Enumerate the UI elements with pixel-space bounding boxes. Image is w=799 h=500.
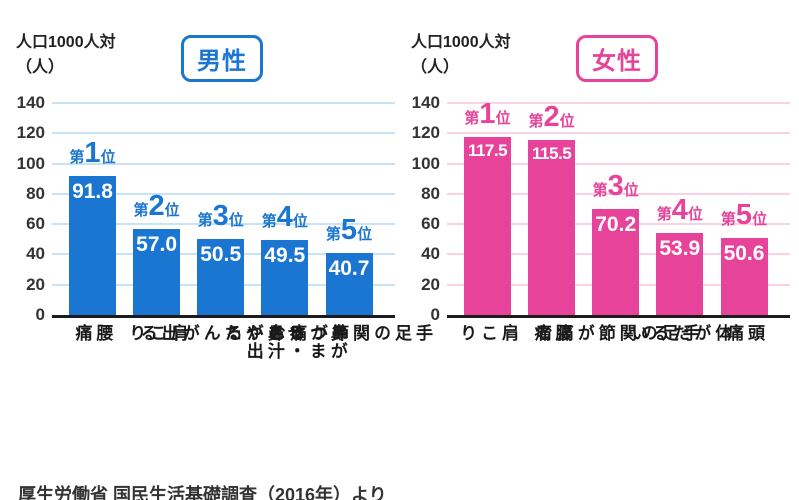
male-chart-plot: 0 20 40 60 80 100 120 140 91.8 第1位腰痛 57.0 第2位肩こり 50.…	[17, 93, 432, 360]
bar: 49.5	[261, 240, 309, 315]
bar-value-label: 115.5	[532, 144, 572, 164]
bar-value-label: 53.9	[659, 237, 701, 261]
bar-value-label: 50.6	[723, 242, 765, 266]
bar: 70.2	[592, 208, 640, 315]
y-tick-label: 140	[16, 93, 45, 112]
bar: 50.5	[197, 238, 245, 315]
y-tick-label: 140	[411, 93, 440, 112]
female-chart-plot: 0 20 40 60 80 100 120 140 117.5 第1位肩こり 115.5 第2位腰痛 7…	[412, 93, 790, 342]
unit-line2: （人）	[16, 59, 65, 76]
rank-label: 第4位	[656, 194, 703, 227]
y-tick-label: 80	[26, 183, 45, 203]
rank-label: 第2位	[528, 101, 575, 134]
y-tick-label: 0	[35, 305, 45, 324]
bar-value-label: 49.5	[264, 244, 306, 268]
category-label: 頭痛	[724, 324, 764, 342]
bar: 91.8	[69, 176, 116, 315]
y-tick-label: 20	[421, 274, 440, 294]
y-tick-label: 120	[16, 123, 45, 143]
rank-label: 第2位	[133, 189, 180, 222]
y-axis-unit-label: 人口1000人対 （人）	[411, 30, 511, 80]
category-label: 手足の関節が 痛む	[532, 324, 699, 342]
y-tick-label: 40	[26, 244, 45, 264]
unit-line1: 人口1000人対	[411, 34, 511, 51]
rank-label: 第3位	[592, 169, 639, 202]
gridline	[447, 162, 790, 165]
bar: 117.5	[464, 137, 511, 315]
y-tick-label: 120	[411, 123, 440, 143]
bar: 40.7	[325, 253, 373, 315]
bar-value-label: 57.0	[136, 232, 178, 256]
bar: 115.5	[528, 140, 576, 315]
y-tick-label: 60	[26, 214, 45, 234]
category-label: 肩こり	[457, 324, 518, 342]
y-tick-label: 60	[421, 214, 440, 234]
rank-label: 第3位	[197, 199, 244, 232]
bar: 57.0	[133, 228, 181, 315]
y-tick-label: 100	[16, 153, 45, 173]
y-tick-label: 80	[421, 183, 440, 203]
y-tick-label: 0	[430, 305, 440, 324]
category-label: 手足の関節が 痛む	[266, 324, 432, 342]
male-badge: 男性	[181, 35, 263, 82]
category-label: 鼻がつまる・ 鼻汁が出る	[222, 324, 347, 360]
bar-value-label: 50.5	[200, 242, 242, 266]
y-tick-label: 20	[26, 274, 45, 294]
male-chart-panel: 人口1000人対 （人） 男性 0 20 40 60 80 100 120 140 91.8 第1…	[0, 0, 432, 475]
female-badge: 女性	[576, 35, 658, 82]
gridline	[52, 102, 395, 104]
bar-value-label: 70.2	[595, 212, 637, 236]
bar: 53.9	[656, 233, 704, 315]
rank-label: 第1位	[69, 137, 116, 169]
female-chart-panel: 人口1000人対 （人） 女性 0 20 40 60 80 100 120 140 117.5 第…	[395, 0, 794, 475]
gridline	[447, 132, 790, 135]
y-tick-label: 100	[411, 153, 440, 173]
y-tick-label: 40	[421, 244, 440, 264]
category-label: せきやたんが 出る	[137, 324, 304, 342]
gridline	[52, 223, 395, 226]
rank-label: 第5位	[325, 214, 373, 247]
gridline	[52, 132, 395, 135]
bar-value-label: 40.7	[328, 257, 370, 281]
category-label: 体がだるい	[628, 324, 732, 342]
gridline	[447, 192, 790, 195]
unit-line2: （人）	[411, 59, 460, 76]
category-label: 肩こり	[126, 324, 188, 342]
rank-label: 第4位	[261, 201, 308, 234]
bar-value-label: 91.8	[72, 180, 113, 203]
source-citation: 厚生労働省 国民生活基礎調査（2016年）より	[18, 485, 387, 500]
gridline	[52, 162, 395, 165]
bar-value-label: 117.5	[467, 141, 508, 161]
gridline	[447, 102, 790, 104]
category-label: 腰痛	[72, 324, 113, 342]
y-axis-unit-label: 人口1000人対 （人）	[16, 30, 116, 80]
rank-label: 第5位	[720, 199, 768, 232]
gridline	[52, 192, 395, 195]
rank-label: 第1位	[464, 98, 511, 131]
bar: 50.6	[720, 238, 768, 315]
unit-line1: 人口1000人対	[16, 34, 116, 51]
category-label: 腰痛	[531, 324, 572, 342]
